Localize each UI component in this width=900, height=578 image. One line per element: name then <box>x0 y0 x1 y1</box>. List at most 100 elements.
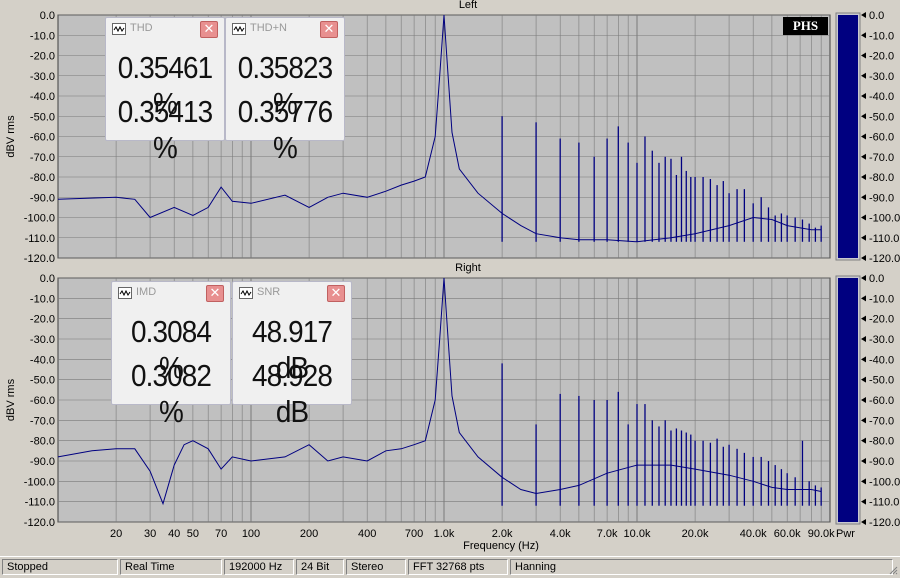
pwr-meter-bar <box>838 278 858 522</box>
x-tick-label: 90.0k <box>808 528 835 540</box>
pwr-tick-marker <box>861 295 866 302</box>
x-tick-label: 70 <box>215 528 227 540</box>
x-tick-label: 200 <box>300 528 318 540</box>
y-tick-label: -100.0 <box>24 213 55 225</box>
x-tick-label: 40.0k <box>740 528 767 540</box>
status-run-state: Stopped <box>2 559 118 575</box>
y-tick-label: -110.0 <box>25 497 55 509</box>
y-tick-label: -100.0 <box>24 476 55 488</box>
plot-left: 0.0 -10.0 -20.0 -30.0 -40.0 -50.0 -60.0 -70.0 -8… <box>5 0 900 265</box>
pwr-tick-marker <box>861 113 866 120</box>
pwr-meter-bar <box>838 15 858 258</box>
pwr-tick-label: -40.0 <box>869 354 894 366</box>
y-tick-label: -120.0 <box>24 253 55 265</box>
pwr-tick-label: -20.0 <box>869 51 894 63</box>
y-axis-label: dBV rms <box>5 115 17 158</box>
pwr-tick-label: -10.0 <box>869 30 894 42</box>
resize-grip-icon[interactable] <box>888 565 898 575</box>
pwr-label: Pwr <box>836 528 855 540</box>
close-icon[interactable]: ✕ <box>206 285 224 302</box>
imd-left-value: 0.3084 % <box>131 314 212 385</box>
y-tick-label: -90.0 <box>30 456 55 468</box>
pwr-tick-label: -100.0 <box>869 213 900 225</box>
pwr-tick-marker <box>861 12 866 18</box>
thdn-meter-title: THD+N <box>250 22 287 34</box>
pwr-tick-marker <box>861 519 866 525</box>
pwr-tick-label: -120.0 <box>869 253 900 265</box>
pwr-tick-label: -20.0 <box>869 314 894 326</box>
pwr-tick-marker <box>861 437 866 444</box>
y-tick-label: -70.0 <box>30 152 55 164</box>
thd-meter-window[interactable]: THD ✕ 0.35461 % 0.35413 % <box>105 17 225 165</box>
pwr-tick-marker <box>861 498 866 505</box>
pwr-tick-label: -90.0 <box>869 192 894 204</box>
imd-right-value: 0.3082 % <box>131 358 212 429</box>
meter-icon <box>112 23 126 35</box>
pwr-tick-label: -100.0 <box>869 476 900 488</box>
y-tick-label: -50.0 <box>30 375 55 387</box>
pwr-tick-label: -70.0 <box>869 152 894 164</box>
y-tick-label: -60.0 <box>30 395 55 407</box>
status-window-function: Hanning <box>510 559 893 575</box>
pwr-tick-label: -10.0 <box>869 293 894 305</box>
thd-left-value: 0.35461 % <box>117 50 213 121</box>
y-tick-label: -30.0 <box>30 71 55 83</box>
pwr-tick-label: -110.0 <box>869 497 899 509</box>
meter-icon <box>118 287 132 299</box>
x-tick-label: 700 <box>405 528 423 540</box>
y-tick-label: -50.0 <box>30 111 55 123</box>
thdn-right-value: 0.35776 % <box>237 94 333 165</box>
meter-icon <box>239 287 253 299</box>
pwr-tick-marker <box>861 234 866 241</box>
pwr-tick-label: -90.0 <box>869 456 894 468</box>
spectrum-trace <box>57 14 822 243</box>
pwr-tick-label: -70.0 <box>869 415 894 427</box>
x-tick-label: 400 <box>358 528 376 540</box>
plot-right: 0.0 -10.0 -20.0 -30.0 -40.0 -50.0 -60.0 -70.0 -8… <box>5 262 900 552</box>
x-tick-label: 20 <box>110 528 122 540</box>
close-icon[interactable]: ✕ <box>327 285 345 302</box>
spectrum-analyzer: 0.0 -10.0 -20.0 -30.0 -40.0 -50.0 -60.0 -70.0 -8… <box>5 0 900 552</box>
plot-title: Left <box>459 0 477 11</box>
pwr-tick-label: -60.0 <box>869 132 894 144</box>
pwr-tick-marker <box>861 214 866 221</box>
pwr-tick-label: -120.0 <box>869 517 900 529</box>
snr-left-value: 48.917 dB <box>252 314 333 385</box>
y-tick-label: 0.0 <box>40 273 55 285</box>
pwr-tick-label: -40.0 <box>869 91 894 103</box>
thdn-left-value: 0.35823 % <box>237 50 333 121</box>
y-tick-label: -40.0 <box>30 354 55 366</box>
y-tick-label: -120.0 <box>24 517 55 529</box>
y-tick-label: -30.0 <box>30 334 55 346</box>
meter-icon <box>232 23 246 35</box>
pwr-tick-label: -80.0 <box>869 172 894 184</box>
pwr-tick-marker <box>861 336 866 342</box>
plot-title: Right <box>455 262 481 274</box>
x-axis-label: Frequency (Hz) <box>463 540 539 552</box>
close-icon[interactable]: ✕ <box>320 21 338 38</box>
status-sample-rate: 192000 Hz <box>224 559 294 575</box>
snr-meter-window[interactable]: SNR ✕ 48.917 dB 48.928 dB <box>232 281 352 429</box>
x-tick-label: 2.0k <box>492 528 513 540</box>
y-tick-label: -80.0 <box>30 172 55 184</box>
pwr-tick-marker <box>861 255 866 261</box>
pwr-tick-marker <box>861 397 866 403</box>
status-channels: Stereo <box>346 559 406 575</box>
x-tick-label: 7.0k <box>597 528 618 540</box>
x-tick-label: 1.0k <box>434 528 455 540</box>
pwr-tick-marker <box>861 93 866 99</box>
close-icon[interactable]: ✕ <box>200 21 218 38</box>
phs-logo: PHS <box>783 17 828 35</box>
pwr-tick-label: -110.0 <box>869 233 899 245</box>
x-tick-label: 60.0k <box>774 528 801 540</box>
pwr-tick-label: -80.0 <box>869 436 894 448</box>
pwr-tick-marker <box>861 174 866 180</box>
pwr-tick-marker <box>861 275 866 281</box>
imd-meter-window[interactable]: IMD ✕ 0.3084 % 0.3082 % <box>111 281 231 429</box>
pwr-tick-marker <box>861 417 866 424</box>
y-tick-label: -90.0 <box>30 192 55 204</box>
thdn-meter-window[interactable]: THD+N ✕ 0.35823 % 0.35776 % <box>225 17 345 165</box>
pwr-tick-marker <box>861 72 866 79</box>
y-tick-label: -20.0 <box>30 51 55 63</box>
pwr-tick-marker <box>861 376 866 383</box>
